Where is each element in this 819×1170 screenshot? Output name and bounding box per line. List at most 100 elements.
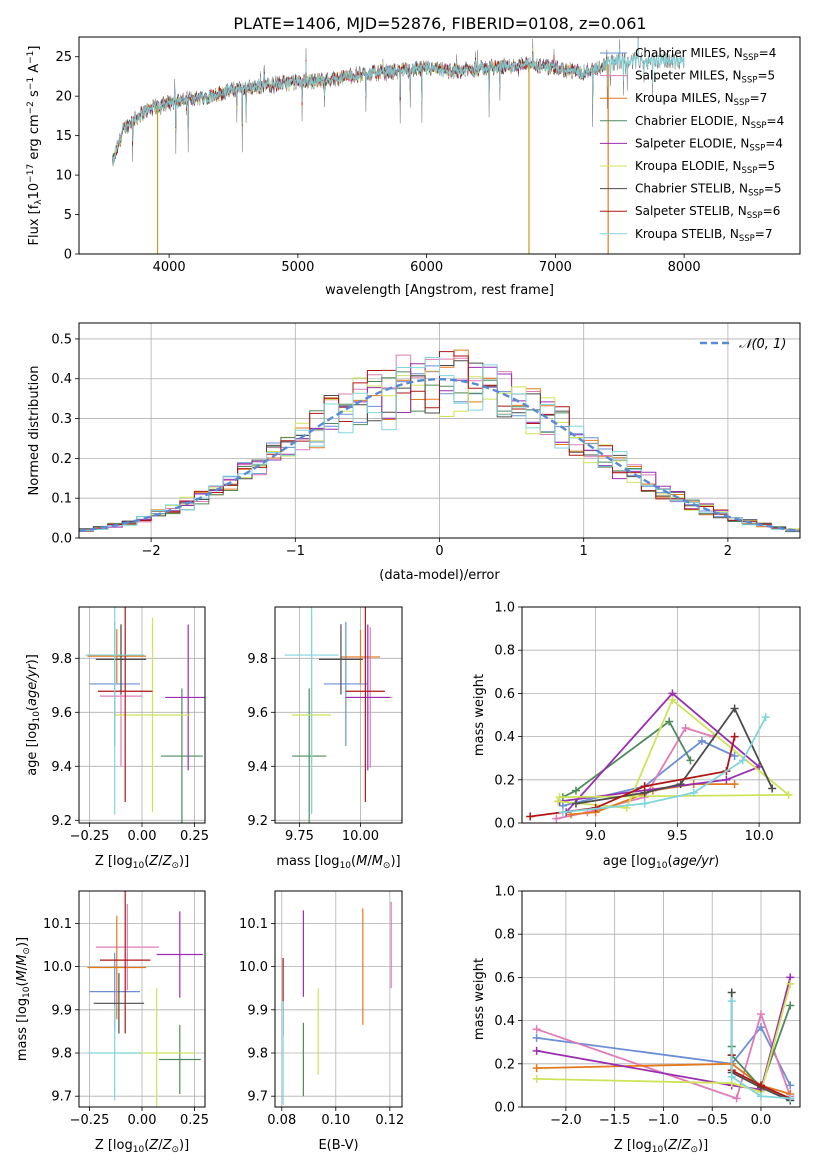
axes-frame: [78, 36, 801, 255]
mass-weight-line-kroupa_elodie: [557, 698, 792, 809]
legend-label: Kroupa ELODIE, NSSP=5: [635, 159, 775, 176]
axes-frame: [274, 890, 403, 1108]
x-axis-label: E(B-V): [318, 1138, 358, 1153]
y-tick-label: 5: [64, 208, 72, 223]
x-axis-label: Z [log10(Z/Z⊙)]: [614, 1138, 708, 1155]
mass-weight-marker-chabrier_elodie: [786, 1001, 795, 1010]
y-tick-label: 0.6: [494, 971, 515, 986]
y-tick-label: 0: [64, 248, 72, 263]
x-tick-label: 9.75: [285, 829, 314, 844]
chart-massweight_vs_Z: −2.0 −1.5 −1.0 −0.5 0.0 0.0 0.2 0.4 0.6 0.8 1.0 mas…: [472, 885, 801, 1155]
y-tick-label: 10.0: [43, 960, 72, 975]
mass-weight-marker-chabrier_stelib: [571, 799, 580, 808]
legend-label: Salpeter STELIB, NSSP=6: [635, 204, 780, 221]
chart-age_vs_mass: 9.75 10.00 9.2 9.4 9.6 9.8 mass [log10(M/M⊙)]: [247, 606, 403, 871]
mass-weight-marker-salpeter_miles: [552, 814, 561, 823]
grid: [79, 607, 205, 823]
plot-area: [522, 607, 800, 823]
model-spectrum-kroupa_stelib: [112, 39, 685, 167]
y-tick-label: 0.2: [494, 773, 515, 788]
y-axis-label: Flux [fλ10−17 erg cm−2 s−1 A−1]: [26, 46, 44, 246]
y-tick-label: 0.4: [51, 372, 72, 387]
mass-weight-marker-salpeter_miles: [681, 723, 690, 732]
x-tick-label: 0.25: [180, 1113, 209, 1128]
plot-area: [275, 607, 402, 823]
y-tick-label: 9.6: [51, 706, 72, 721]
y-tick-label: 1.0: [494, 885, 515, 900]
axes-frame: [274, 606, 403, 824]
y-tick-label: 9.4: [247, 760, 268, 775]
y-tick-label: 0.8: [494, 644, 515, 659]
y-axis-label: mass [log10(M/M⊙)]: [15, 937, 32, 1061]
x-tick-label: 0.25: [180, 829, 209, 844]
mass-weight-marker-kroupa_stelib: [727, 1072, 736, 1081]
plot-area: [275, 891, 402, 1107]
y-tick-label: 10.1: [43, 917, 72, 932]
grid: [79, 891, 205, 1107]
legend-label: 𝒩(0, 1): [739, 337, 786, 352]
x-tick-label: 10.00: [342, 829, 379, 844]
y-tick-label: 10.0: [239, 960, 268, 975]
x-tick-label: −1: [286, 544, 305, 559]
x-tick-label: 2: [724, 544, 732, 559]
legend: Chabrier MILES, NSSP=4 Salpeter MILES, NS…: [600, 46, 784, 244]
histogram-kroupa_stelib: [79, 357, 800, 533]
x-tick-label: −1.0: [648, 1113, 680, 1128]
y-tick-label: 0.4: [494, 1014, 515, 1029]
mass-weight-marker-kroupa_stelib: [689, 788, 698, 797]
y-axis-label: age [log10(age/yr)]: [25, 654, 42, 776]
mass-weight-marker-salpeter_miles: [732, 1094, 741, 1103]
y-axis-label: mass weight: [472, 674, 487, 756]
y-tick-label: 9.2: [247, 814, 268, 829]
mass-weight-marker-chabrier_stelib: [727, 988, 736, 997]
mass-weight-marker-kroupa_elodie: [786, 979, 795, 988]
mass-weight-line-salpeter_miles: [536, 1011, 792, 1100]
y-tick-label: 0.1: [51, 492, 72, 507]
y-tick-label: 9.9: [51, 1003, 72, 1018]
y-tick-label: 9.8: [51, 1047, 72, 1062]
y-tick-label: 0.3: [51, 412, 72, 427]
y-tick-label: 9.4: [51, 760, 72, 775]
mass-weight-marker-salpeter_elodie: [532, 1046, 541, 1055]
mass-weight-marker-kroupa_stelib: [756, 1092, 765, 1101]
mass-weight-marker-salpeter_stelib: [756, 1081, 765, 1090]
x-tick-label: 9.5: [667, 829, 688, 844]
axes-frame: [521, 890, 801, 1108]
y-axis-label: mass weight: [472, 958, 487, 1040]
x-axis-label: Z [log10(Z/Z⊙)]: [95, 1138, 189, 1155]
gaussian-curve: [79, 377, 800, 533]
histogram-salpeter_stelib: [79, 351, 800, 532]
mass-weight-marker-kroupa_elodie: [553, 797, 562, 806]
mass-weight-line-chabrier_stelib: [575, 706, 774, 805]
mass-weight-line-chabrier_elodie: [562, 720, 692, 798]
mass-weight-marker-salpeter_stelib: [640, 782, 649, 791]
mass-weight-marker-kroupa_elodie: [668, 695, 677, 704]
x-axis-label: Z [log10(Z/Z⊙)]: [95, 854, 189, 871]
y-tick-label: 15: [55, 129, 72, 144]
x-tick-label: 0.00: [128, 1113, 157, 1128]
y-tick-label: 1.0: [494, 601, 515, 616]
x-tick-label: −0.5: [696, 1113, 728, 1128]
plot-area: [79, 891, 205, 1107]
x-axis-label: age [log10(age/yr): [603, 854, 720, 871]
chart-mass_vs_ebv: 0.08 0.10 0.12 9.7 9.8 9.9 10.0 10.1 E(B-V): [239, 890, 404, 1153]
y-tick-label: 0.6: [494, 687, 515, 702]
chart-panels: 4000 5000 6000 7000 80000510152025wavelength…: [15, 36, 801, 1155]
y-tick-label: 0.2: [51, 452, 72, 467]
mass-weight-marker-chabrier_miles: [756, 1023, 765, 1032]
x-tick-label: 0: [435, 544, 443, 559]
plot-area: [522, 891, 800, 1107]
y-tick-label: 0.0: [51, 532, 72, 547]
y-axis-label: Normed distribution: [27, 366, 42, 496]
mass-weight-marker-salpeter_miles: [532, 1025, 541, 1034]
mass-weight-marker-chabrier_stelib: [676, 780, 685, 789]
grid: [275, 891, 402, 1107]
y-tick-label: 0.4: [494, 730, 515, 745]
mass-weight-marker-chabrier_miles: [697, 736, 706, 745]
chart-age_vs_Z: −0.25 0.00 0.25 9.2 9.4 9.6 9.8 Z [log10(Z/Z⊙)]…: [25, 606, 209, 871]
legend-label: Chabrier ELODIE, NSSP=4: [635, 114, 784, 131]
mass-weight-marker-salpeter_stelib: [526, 812, 535, 821]
mass-weight-marker-chabrier_elodie: [571, 786, 580, 795]
legend-label: Chabrier STELIB, NSSP=5: [635, 182, 782, 199]
